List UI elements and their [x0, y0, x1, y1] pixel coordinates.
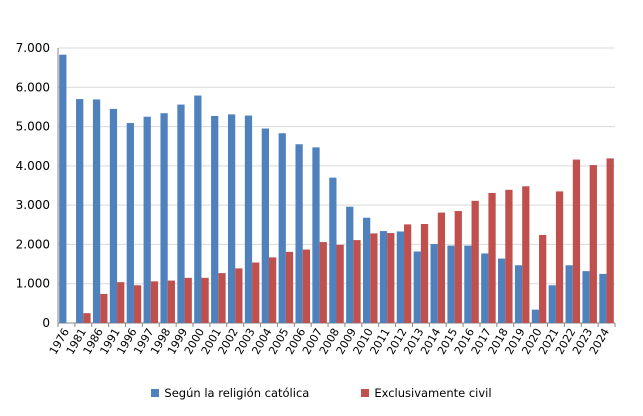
bar-civil — [285, 251, 294, 323]
bar-civil — [302, 249, 311, 323]
bar-civil — [201, 277, 209, 323]
bar-civil — [370, 233, 378, 323]
bar-catolica — [126, 123, 134, 324]
bar-catolica — [514, 265, 523, 323]
bar-catolica — [76, 99, 84, 323]
bar-catolica — [548, 285, 556, 323]
bar-catolica — [413, 251, 421, 323]
bar-civil — [454, 211, 462, 323]
legend-label: Según la religión católica — [164, 386, 310, 400]
bar-civil — [522, 186, 530, 323]
bar-civil — [268, 257, 277, 323]
y-tick-label: 2.000 — [16, 237, 50, 251]
bar-catolica — [278, 133, 286, 323]
bar-civil — [319, 242, 327, 323]
bar-civil — [471, 200, 479, 323]
bar-catolica — [261, 128, 269, 323]
bar-catolica — [244, 115, 253, 323]
bar-catolica — [160, 113, 168, 323]
bar-civil — [606, 158, 614, 323]
legend-label: Exclusivamente civil — [374, 386, 492, 400]
y-tick-label: 0 — [42, 316, 50, 330]
bar-catolica — [379, 231, 388, 323]
bar-catolica — [464, 245, 472, 323]
bar-civil — [235, 268, 243, 323]
y-tick-label: 5.000 — [16, 120, 50, 134]
bar-civil — [133, 285, 142, 323]
bar-catolica — [312, 147, 320, 323]
bar-catolica — [194, 95, 202, 324]
bar-civil — [420, 224, 429, 323]
bar-catolica — [396, 231, 405, 323]
bar-catolica — [362, 217, 371, 323]
bar-catolica — [295, 144, 303, 323]
bar-civil — [555, 191, 564, 323]
legend-swatch — [151, 389, 160, 397]
bar-catolica — [565, 265, 573, 323]
bar-catolica — [582, 271, 590, 323]
bar-catolica — [599, 273, 607, 323]
bar-catolica — [109, 108, 118, 324]
bar-civil — [252, 262, 260, 323]
bar-catolica — [92, 99, 101, 323]
legend-item-civil: Exclusivamente civil — [361, 386, 492, 400]
bar-catolica — [498, 258, 506, 323]
legend-swatch — [361, 389, 370, 397]
bar-civil — [218, 273, 226, 323]
bar-catolica — [346, 206, 354, 323]
bar-catolica — [59, 54, 67, 324]
bar-catolica — [531, 309, 540, 323]
bar-civil — [100, 293, 108, 323]
bar-civil — [505, 189, 513, 323]
bar-civil — [117, 282, 125, 323]
bar-civil — [336, 244, 344, 323]
bar-catolica — [211, 115, 219, 323]
bar-catolica — [143, 116, 151, 323]
bar-civil — [488, 192, 496, 323]
bar-civil — [387, 233, 395, 323]
bar-civil — [167, 280, 175, 323]
bar-catolica — [481, 253, 489, 323]
bar-civil — [184, 277, 192, 323]
y-tick-label: 4.000 — [16, 159, 50, 173]
bar-civil — [404, 224, 412, 323]
y-tick-label: 3.000 — [16, 198, 50, 212]
bar-civil — [589, 165, 597, 323]
bar-catolica — [430, 244, 438, 323]
bar-civil — [150, 281, 159, 323]
bar-catolica — [329, 177, 337, 323]
bar-catolica — [177, 104, 185, 323]
y-tick-label: 1.000 — [16, 277, 50, 291]
bar-civil — [437, 212, 446, 323]
y-tick-label: 7.000 — [16, 41, 50, 55]
bar-civil — [539, 235, 547, 323]
bar-catolica — [447, 245, 455, 323]
legend-item-catolica: Según la religión católica — [151, 386, 309, 400]
y-tick-label: 6.000 — [16, 80, 50, 94]
legend: Según la religión católica Exclusivament… — [0, 386, 643, 400]
bar-civil — [83, 313, 91, 323]
bar-civil — [572, 159, 581, 323]
bar-civil — [353, 240, 361, 323]
bar-catolica — [227, 114, 236, 324]
